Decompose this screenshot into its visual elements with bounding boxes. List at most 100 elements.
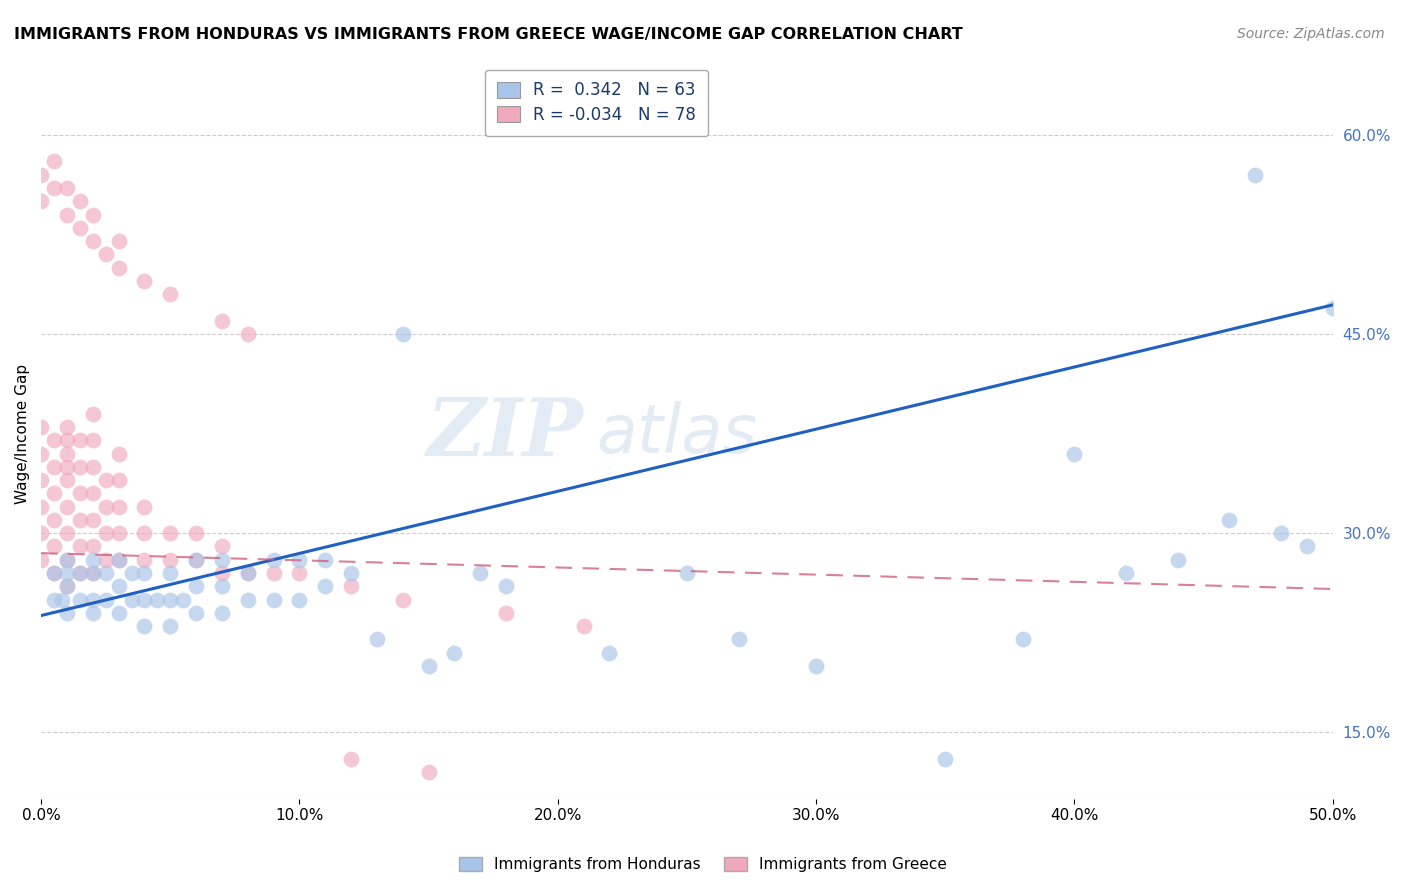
Point [470, 566, 492, 580]
Point [107, 260, 129, 275]
Point [107, 606, 129, 620]
Point [82, 606, 104, 620]
Point [211, 579, 233, 593]
Point [69, 592, 91, 607]
Point [82, 486, 104, 500]
Point [56, 181, 79, 195]
Point [94, 553, 117, 567]
Point [172, 592, 194, 607]
Point [495, 606, 517, 620]
Text: IMMIGRANTS FROM HONDURAS VS IMMIGRANTS FROM GREECE WAGE/INCOME GAP CORRELATION C: IMMIGRANTS FROM HONDURAS VS IMMIGRANTS F… [14, 27, 963, 42]
Point [263, 553, 285, 567]
Point [804, 659, 827, 673]
Point [56, 553, 79, 567]
Point [56, 473, 79, 487]
Point [30, 553, 52, 567]
Point [263, 592, 285, 607]
Point [495, 579, 517, 593]
Point [391, 327, 413, 342]
Point [82, 540, 104, 554]
Point [418, 765, 440, 780]
Point [934, 752, 956, 766]
Point [30, 526, 52, 541]
Point [184, 526, 207, 541]
Point [676, 566, 699, 580]
Point [82, 592, 104, 607]
Point [56, 526, 79, 541]
Point [134, 592, 156, 607]
Point [159, 526, 181, 541]
Point [340, 566, 363, 580]
Point [288, 566, 311, 580]
Point [82, 566, 104, 580]
Point [107, 234, 129, 248]
Point [82, 234, 104, 248]
Point [159, 553, 181, 567]
Point [121, 566, 143, 580]
Point [263, 566, 285, 580]
Point [366, 632, 388, 647]
Point [56, 500, 79, 514]
Point [82, 459, 104, 474]
Point [1115, 566, 1137, 580]
Point [56, 579, 79, 593]
Point [42, 513, 65, 527]
Point [42, 181, 65, 195]
Point [30, 446, 52, 460]
Legend: R =  0.342   N = 63, R = -0.034   N = 78: R = 0.342 N = 63, R = -0.034 N = 78 [485, 70, 709, 136]
Point [121, 592, 143, 607]
Point [443, 646, 465, 660]
Y-axis label: Wage/Income Gap: Wage/Income Gap [15, 364, 30, 504]
Point [82, 513, 104, 527]
Point [340, 752, 363, 766]
Point [1244, 168, 1267, 182]
Point [69, 513, 91, 527]
Point [1296, 540, 1319, 554]
Point [236, 592, 259, 607]
Point [598, 646, 620, 660]
Point [56, 434, 79, 448]
Point [30, 420, 52, 434]
Point [211, 553, 233, 567]
Point [134, 500, 156, 514]
Point [56, 553, 79, 567]
Point [94, 473, 117, 487]
Point [340, 579, 363, 593]
Point [211, 314, 233, 328]
Point [1063, 446, 1085, 460]
Point [82, 407, 104, 421]
Point [30, 473, 52, 487]
Point [94, 592, 117, 607]
Point [30, 194, 52, 209]
Point [82, 434, 104, 448]
Point [107, 553, 129, 567]
Point [314, 553, 336, 567]
Point [314, 579, 336, 593]
Point [184, 553, 207, 567]
Point [42, 459, 65, 474]
Point [56, 579, 79, 593]
Point [94, 500, 117, 514]
Point [184, 553, 207, 567]
Point [1270, 526, 1292, 541]
Point [134, 619, 156, 633]
Point [82, 208, 104, 222]
Point [42, 540, 65, 554]
Point [30, 500, 52, 514]
Point [69, 566, 91, 580]
Point [107, 473, 129, 487]
Text: Source: ZipAtlas.com: Source: ZipAtlas.com [1237, 27, 1385, 41]
Point [82, 566, 104, 580]
Point [1322, 301, 1344, 315]
Point [184, 579, 207, 593]
Point [727, 632, 749, 647]
Point [56, 208, 79, 222]
Point [134, 526, 156, 541]
Point [159, 619, 181, 633]
Point [211, 566, 233, 580]
Point [236, 566, 259, 580]
Point [56, 606, 79, 620]
Point [236, 327, 259, 342]
Point [288, 592, 311, 607]
Point [288, 553, 311, 567]
